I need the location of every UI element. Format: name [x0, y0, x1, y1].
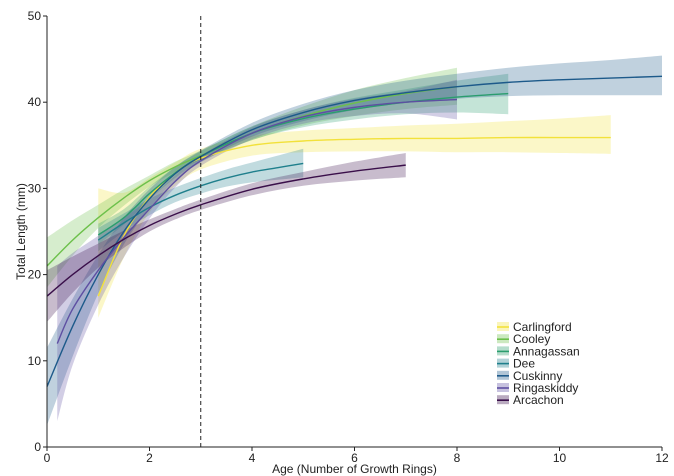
curve-ringaskiddy [56, 98, 458, 344]
y-tick-label: 10 [28, 354, 42, 368]
y-tick-label: 20 [28, 268, 42, 282]
legend: CarlingfordCooleyAnnagassanDeeCuskinnyRi… [497, 320, 580, 407]
x-tick-label: 10 [553, 451, 567, 465]
band-arcachon [47, 153, 406, 323]
y-tick-label: 40 [28, 95, 42, 109]
x-axis-title: Age (Number of Growth Rings) [272, 462, 437, 476]
band-dee [98, 148, 304, 252]
x-axis-ticks: 0 2 4 6 8 10 12 [44, 447, 669, 465]
x-tick-label: 6 [351, 451, 358, 465]
curve-carlingford [97, 136, 611, 297]
legend-label-annagassan: Annagassan [513, 344, 580, 358]
legend-label-cuskinny: Cuskinny [513, 369, 562, 383]
x-tick-label: 2 [146, 451, 153, 465]
x-tick-label: 12 [655, 451, 669, 465]
confidence-bands [47, 55, 662, 426]
band-annagassan [98, 73, 509, 245]
y-tick-label: 30 [28, 181, 42, 195]
x-tick-label: 4 [249, 451, 256, 465]
y-tick-label: 0 [34, 440, 41, 454]
legend-label-cooley: Cooley [513, 332, 550, 346]
band-cooley [47, 67, 457, 288]
curve-arcachon [46, 164, 406, 297]
curve-cooley [46, 85, 458, 267]
band-ringaskiddy [57, 79, 457, 422]
legend-label-ringaskiddy: Ringaskiddy [513, 381, 578, 395]
band-carlingford [98, 115, 611, 318]
axes: 0 2 4 6 8 10 12 0 10 20 30 40 50 Age (Number of Gro… [14, 9, 669, 476]
legend-label-carlingford: Carlingford [513, 320, 572, 334]
x-tick-label: 8 [454, 451, 461, 465]
y-axis-title: Total Length (mm) [14, 183, 28, 280]
legend-label-arcachon: Arcachon [513, 393, 564, 407]
x-tick-label: 0 [44, 451, 51, 465]
band-cuskinny [47, 55, 662, 426]
legend-label-dee: Dee [513, 357, 535, 371]
y-axis-ticks: 0 10 20 30 40 50 [28, 9, 47, 454]
y-tick-label: 50 [28, 9, 42, 23]
